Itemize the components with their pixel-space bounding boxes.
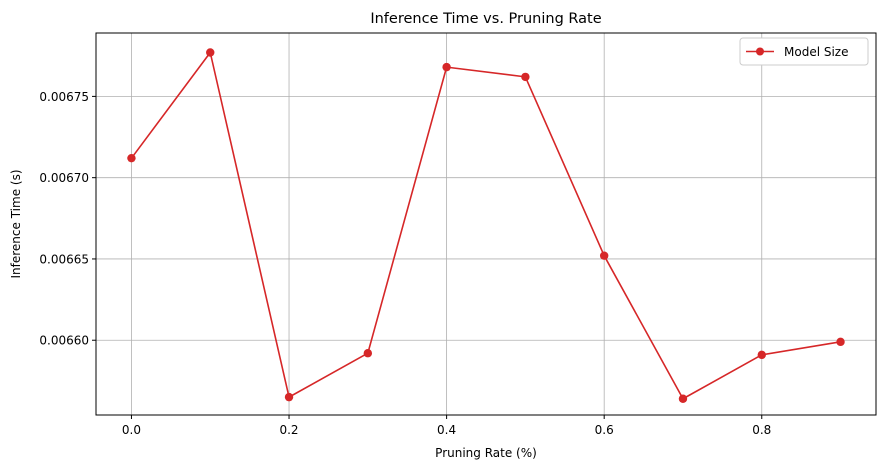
- axis-ticks: 0.0 0.2 0.4 0.6 0.8 0.00660 0.00665 0.00670 0.00…: [39, 90, 771, 437]
- y-tick-label: 0.00660: [39, 334, 89, 348]
- data-point: [363, 349, 373, 358]
- legend-marker-swatch: [756, 47, 764, 56]
- series-layer: [127, 48, 845, 403]
- x-tick-label: 0.8: [752, 423, 771, 437]
- series-line: [130, 51, 841, 400]
- data-point: [284, 392, 294, 402]
- data-point: [757, 350, 766, 360]
- data-point: [206, 48, 215, 57]
- chart-title: Inference Time vs. Pruning Rate: [370, 11, 601, 27]
- x-axis-label: Pruning Rate (%): [435, 446, 537, 460]
- data-point: [521, 72, 530, 82]
- legend: Model Size: [739, 37, 869, 66]
- y-tick-label: 0.00665: [39, 252, 89, 266]
- x-tick-label: 0.0: [122, 423, 141, 437]
- y-tick-label: 0.00675: [39, 90, 89, 104]
- x-tick-label: 0.4: [437, 423, 456, 437]
- plot-frame: [95, 32, 877, 416]
- legend-label: Model Size: [784, 45, 848, 59]
- y-tick-label: 0.00670: [39, 171, 89, 185]
- data-point: [678, 394, 688, 403]
- data-point: [836, 337, 845, 347]
- legend-box: [739, 37, 869, 66]
- y-axis-label: Inference Time (s): [9, 169, 23, 278]
- data-point: [127, 153, 136, 163]
- x-tick-label: 0.2: [279, 423, 298, 437]
- data-point: [599, 251, 609, 260]
- x-tick-label: 0.6: [595, 423, 614, 437]
- grid: [96, 33, 876, 415]
- data-point: [442, 62, 451, 72]
